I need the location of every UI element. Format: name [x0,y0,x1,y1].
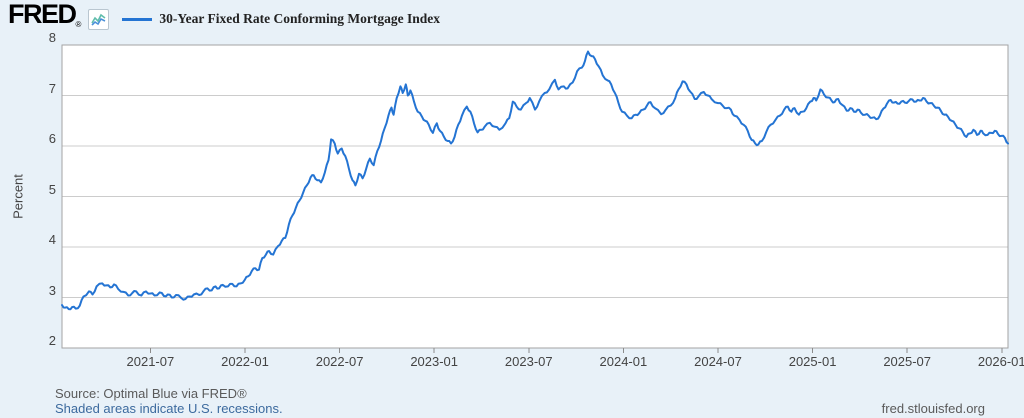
y-axis-tick-label: 5 [48,181,56,197]
x-axis-tick-label: 2024-01 [599,354,648,369]
y-axis-tick-label: 8 [48,30,56,45]
recessions-link[interactable]: Shaded areas indicate U.S. recessions. [55,401,283,416]
x-axis-tick-label: 2025-07 [883,354,932,369]
chart-header: FRED® 30-Year Fixed Rate Conforming Mort… [8,0,440,34]
x-axis-tick-label: 2023-01 [410,354,459,369]
registered-mark: ® [75,19,82,29]
chart-footer: Source: Optimal Blue via FRED® Shaded ar… [55,386,283,416]
x-axis-tick-label: 2023-07 [504,354,553,369]
y-axis-tick-label: 7 [48,80,56,96]
x-axis-tick-label: 2022-01 [221,354,269,369]
site-link-wrap: fred.stlouisfed.org [882,401,985,416]
y-axis-tick-label: 4 [48,232,56,247]
x-axis-tick-label: 2026-01 [977,354,1024,369]
source-note: Source: Optimal Blue via FRED® [55,386,247,401]
legend-line-swatch [122,17,153,21]
graph-icon-svg [91,13,106,26]
fred-logo[interactable]: FRED® [8,0,81,39]
legend-series-label[interactable]: 30-Year Fixed Rate Conforming Mortgage I… [159,11,440,26]
x-axis-tick-label: 2021-07 [126,354,175,369]
fred-site-link[interactable]: fred.stlouisfed.org [881,401,985,416]
y-axis-tick-label: 3 [48,282,56,298]
x-axis-tick-label: 2025-01 [788,354,837,369]
x-axis-tick-label: 2024-07 [694,354,742,369]
fred-graph-icon [88,8,110,30]
x-axis-tick-label: 2022-07 [315,354,364,369]
fred-logo-text: FRED [8,0,77,29]
y-axis-tick-label: 6 [48,131,56,146]
y-axis-tick-label: 2 [48,333,56,348]
